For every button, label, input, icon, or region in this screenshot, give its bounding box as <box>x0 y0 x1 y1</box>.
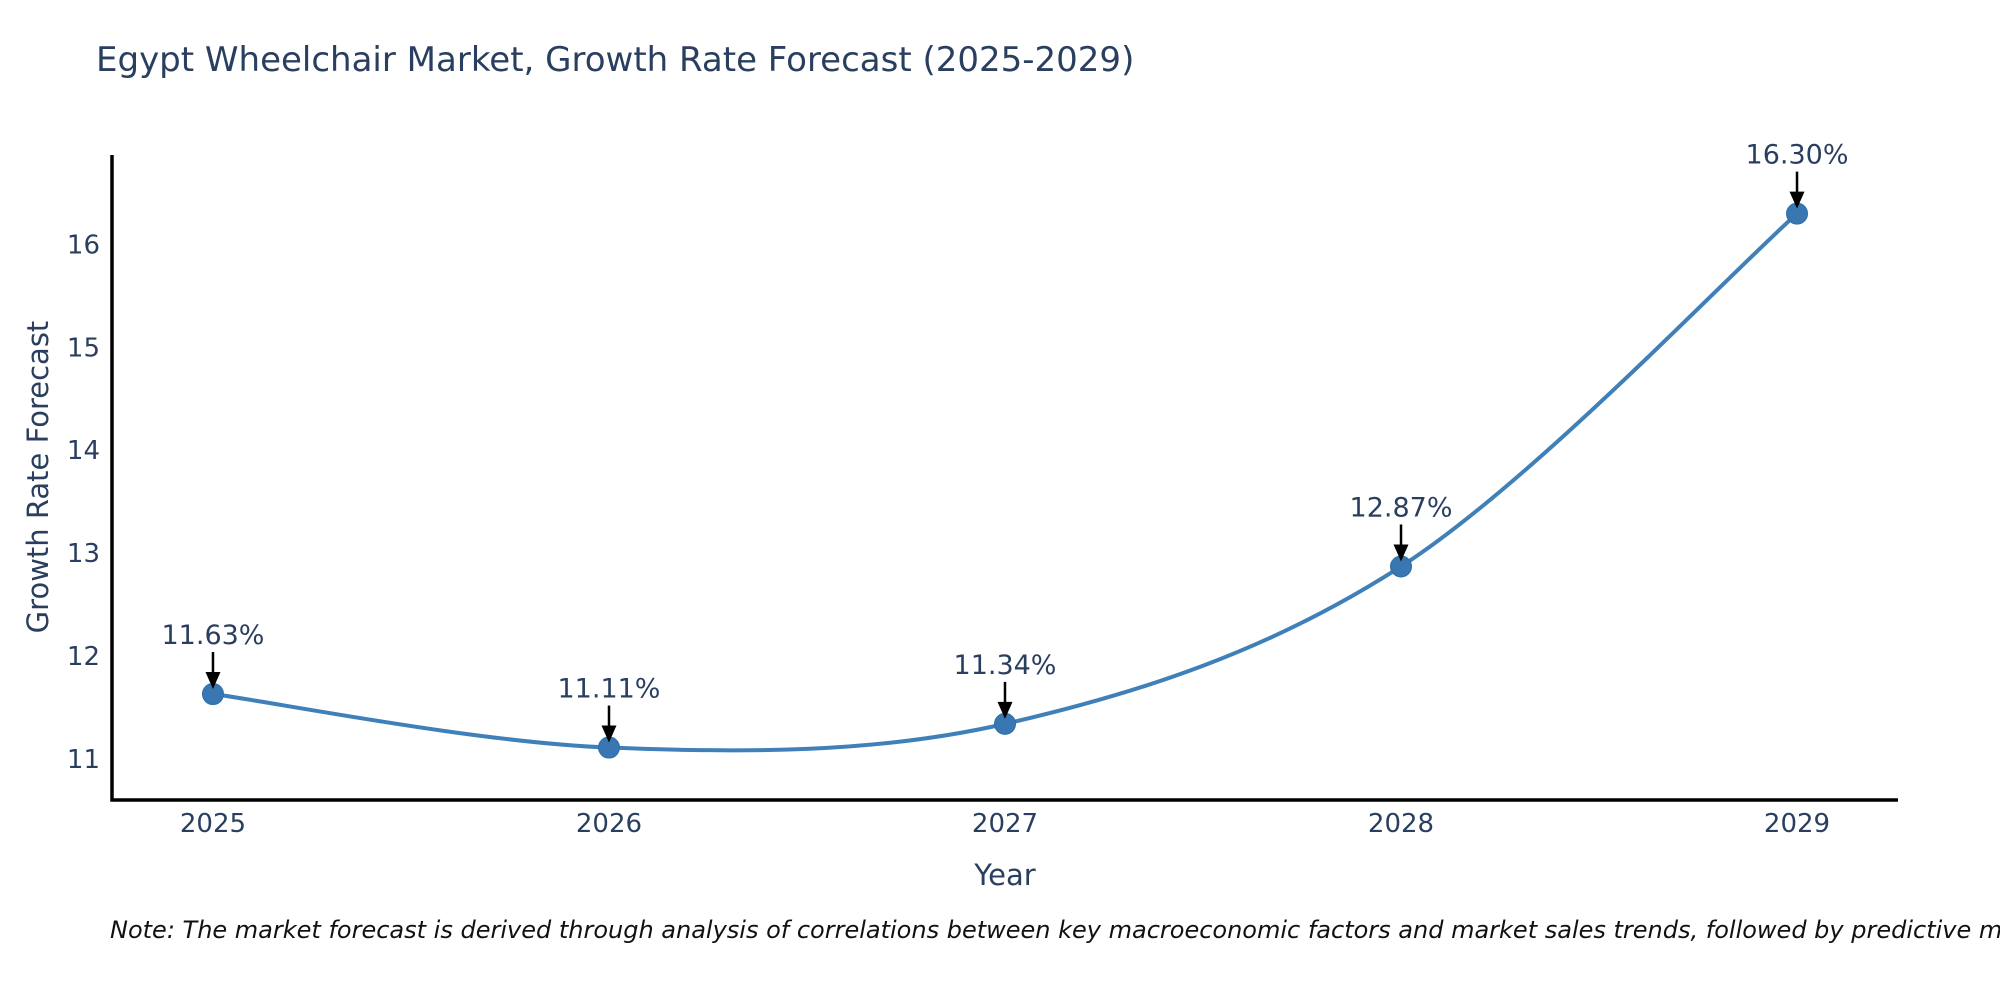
data-point-annotation: 11.34% <box>954 650 1057 681</box>
footnote-text: Note: The market forecast is derived thr… <box>110 916 2000 944</box>
annotation-arrow-head <box>997 701 1013 719</box>
annotation-arrow-head <box>1393 544 1409 562</box>
y-tick-label: 15 <box>67 333 100 363</box>
y-tick-label: 14 <box>67 436 100 466</box>
data-point-annotation: 12.87% <box>1350 492 1453 523</box>
x-tick-label: 2028 <box>1368 809 1434 839</box>
y-tick-label: 16 <box>67 230 100 260</box>
x-tick-label: 2029 <box>1764 809 1830 839</box>
y-tick-label: 13 <box>67 539 100 569</box>
annotation-arrow-head <box>205 672 221 690</box>
axis-lines <box>110 155 1898 802</box>
annotation-arrow-head <box>601 725 617 743</box>
x-tick-label: 2027 <box>972 809 1038 839</box>
x-tick-label: 2026 <box>576 809 642 839</box>
y-tick-label: 11 <box>67 745 100 775</box>
chart-title: Egypt Wheelchair Market, Growth Rate For… <box>96 40 1135 80</box>
data-point-annotation: 16.30% <box>1746 140 1849 171</box>
data-point-annotation: 11.11% <box>558 674 661 705</box>
forecast-line <box>212 212 1799 753</box>
y-tick-label: 12 <box>67 642 100 672</box>
annotation-arrow-head <box>1789 191 1805 209</box>
x-tick-label: 2025 <box>180 809 246 839</box>
data-point-annotation: 11.63% <box>162 620 265 651</box>
x-axis-title: Year <box>974 858 1036 892</box>
